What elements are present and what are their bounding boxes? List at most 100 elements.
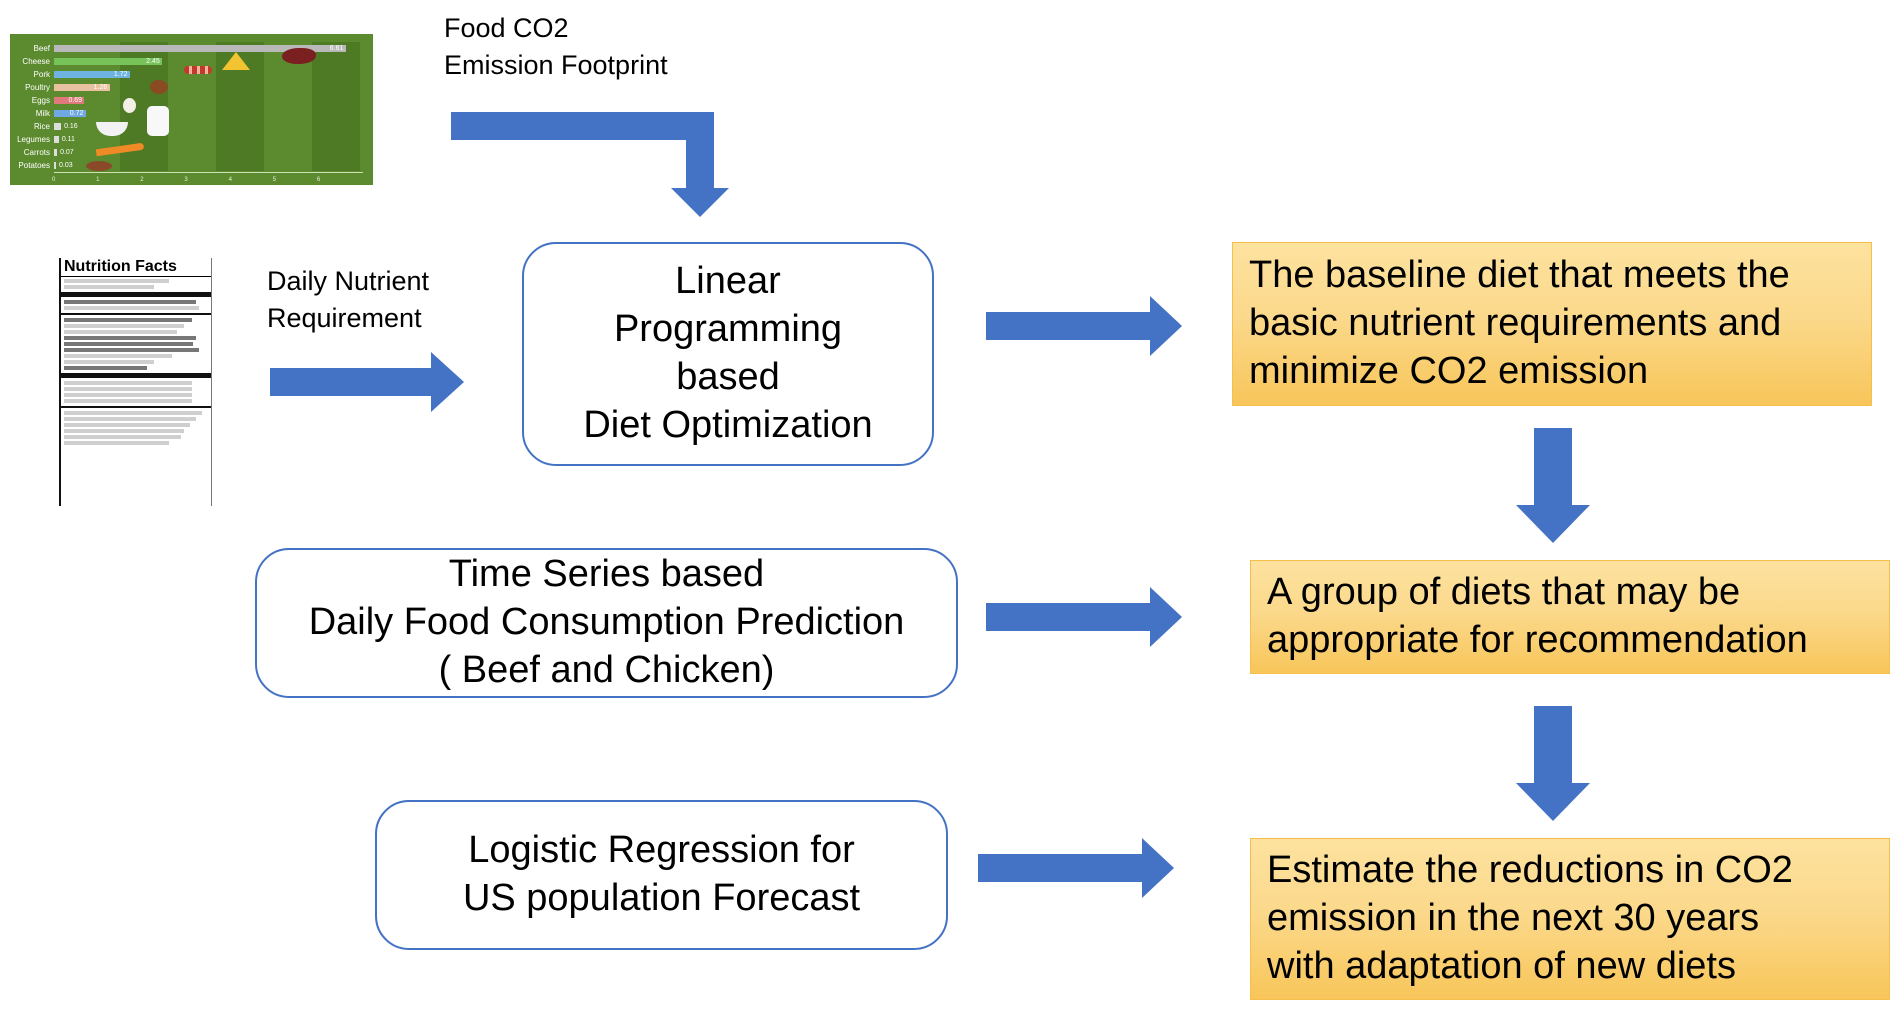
chart-row: Rice 0.16 xyxy=(10,120,373,133)
chart-bar xyxy=(54,110,86,117)
nutrition-line xyxy=(64,387,192,391)
group-of-diets-text: A group of diets that may be appropriate… xyxy=(1267,571,1808,661)
nutrition-line xyxy=(64,417,196,421)
nutrition-line xyxy=(64,348,199,352)
right-arrow-shape xyxy=(986,587,1182,647)
chart-bar xyxy=(54,97,85,104)
daily-nutrient-label: Daily Nutrient Requirement xyxy=(267,266,430,333)
nutrition-line xyxy=(64,324,184,328)
nutrition-line xyxy=(64,342,193,346)
nutrition-line xyxy=(64,279,169,283)
chart-category-label: Milk xyxy=(35,109,50,118)
potato-icon xyxy=(86,161,112,171)
chart-x-axis xyxy=(54,172,363,173)
linear-programming-text: Linear Programming based Diet Optimizati… xyxy=(583,260,873,446)
rice-bowl-icon xyxy=(96,122,128,136)
chart-category-label: Poultry xyxy=(25,83,50,92)
chart-category-label: Pork xyxy=(33,70,50,79)
chart-data-label: 0.69 xyxy=(68,97,83,104)
chart-category-label: Beef xyxy=(33,44,50,53)
estimate-reductions-text: Estimate the reductions in CO2 emission … xyxy=(1267,849,1793,987)
chart-category-label: Cheese xyxy=(22,57,50,66)
linear-programming-box: Linear Programming based Diet Optimizati… xyxy=(522,242,934,466)
cheese-icon xyxy=(222,52,250,70)
nutrition-line xyxy=(64,366,147,370)
nutrition-line xyxy=(64,330,177,334)
nutrition-line xyxy=(64,360,154,364)
nutrition-line xyxy=(64,423,190,427)
chart-bar xyxy=(54,45,346,52)
time-series-text: Time Series based Daily Food Consumption… xyxy=(308,553,905,691)
chart-row: Carrots 0.07 xyxy=(10,146,373,159)
chart-tick-label: 5 xyxy=(272,177,277,183)
nutrition-rule xyxy=(61,292,211,297)
nutrition-line xyxy=(64,399,192,403)
nutrition-rule xyxy=(61,406,211,408)
logistic-regression-box: Logistic Regression for US population Fo… xyxy=(375,800,948,950)
down-arrow-shape xyxy=(1516,706,1590,821)
chart-bar xyxy=(54,71,130,78)
chart-row: Potatoes 0.03 xyxy=(10,159,373,172)
estimate-reductions-box: Estimate the reductions in CO2 emission … xyxy=(1250,838,1890,1000)
chart-category-label: Legumes xyxy=(17,135,50,144)
chart-tick-label: 1 xyxy=(96,177,100,183)
nutrition-facts-label: Nutrition Facts xyxy=(59,258,212,506)
chart-row: Milk 0.72 xyxy=(10,107,373,120)
baseline-diet-text: The baseline diet that meets the basic n… xyxy=(1249,254,1790,392)
chart-category-label: Carrots xyxy=(23,148,50,157)
chart-tick-label: 2 xyxy=(140,177,144,183)
nutrition-line xyxy=(64,336,196,340)
bent-arrow-shape xyxy=(451,112,729,217)
time-series-box: Time Series based Daily Food Consumption… xyxy=(255,548,958,698)
chart-data-label: 0.72 xyxy=(69,110,84,117)
drumstick-icon xyxy=(150,80,168,94)
baseline-diet-box: The baseline diet that meets the basic n… xyxy=(1232,242,1872,406)
nutrition-rule xyxy=(61,373,211,378)
egg-icon xyxy=(123,98,136,113)
right-arrow-shape xyxy=(270,352,464,412)
nutrition-line xyxy=(64,381,192,385)
nutrition-rule xyxy=(61,313,211,315)
chart-bar xyxy=(54,149,58,156)
chart-row: Cheese 2.45 xyxy=(10,55,373,68)
milk-bottle-icon xyxy=(147,106,169,136)
chart-data-label: 1.72 xyxy=(113,71,128,78)
chart-bar xyxy=(54,136,59,143)
chart-row: Pork 1.72 xyxy=(10,68,373,81)
nutrition-line xyxy=(64,354,172,358)
nutrition-line xyxy=(64,318,192,322)
chart-bar xyxy=(54,84,110,91)
chart-data-label: 0.16 xyxy=(64,123,78,130)
chart-data-label: 2.45 xyxy=(146,58,160,65)
nutrition-line xyxy=(64,393,192,397)
group-of-diets-box: A group of diets that may be appropriate… xyxy=(1250,560,1890,674)
chart-tick-label: 3 xyxy=(184,177,188,183)
chart-category-label: Eggs xyxy=(31,96,50,105)
nutrition-facts-title: Nutrition Facts xyxy=(61,258,211,277)
chart-row: Beef 6.61 xyxy=(10,42,373,55)
chart-bar xyxy=(54,162,56,169)
chart-data-label: 0.11 xyxy=(61,136,75,143)
logistic-regression-text: Logistic Regression for US population Fo… xyxy=(462,829,861,919)
chart-category-label: Rice xyxy=(33,122,50,131)
steak-icon xyxy=(282,48,316,64)
chart-row: Poultry 1.26 xyxy=(10,81,373,94)
nutrition-line xyxy=(64,285,154,289)
chart-bar xyxy=(54,123,62,130)
chart-row: Eggs 0.69 xyxy=(10,94,373,107)
chart-data-label: 1.26 xyxy=(93,84,108,91)
nutrition-line xyxy=(64,429,184,433)
food-co2-label: Food CO2 Emission Footprint xyxy=(444,13,668,80)
nutrition-line xyxy=(64,306,199,310)
nutrition-line xyxy=(64,411,202,415)
chart-bar xyxy=(54,58,163,65)
chart-tick-label: 0 xyxy=(52,177,56,183)
chart-row: Legumes 0.11 xyxy=(10,133,373,146)
chart-tick-label: 4 xyxy=(228,177,232,183)
chart-data-label: 0.07 xyxy=(60,149,74,156)
chart-data-label: 6.61 xyxy=(329,45,344,52)
co2-footprint-chart: Beef 6.61 Cheese 2.45 Pork 1.72 Poultry 1.26 Egg… xyxy=(10,34,373,185)
nutrition-line xyxy=(64,300,196,304)
